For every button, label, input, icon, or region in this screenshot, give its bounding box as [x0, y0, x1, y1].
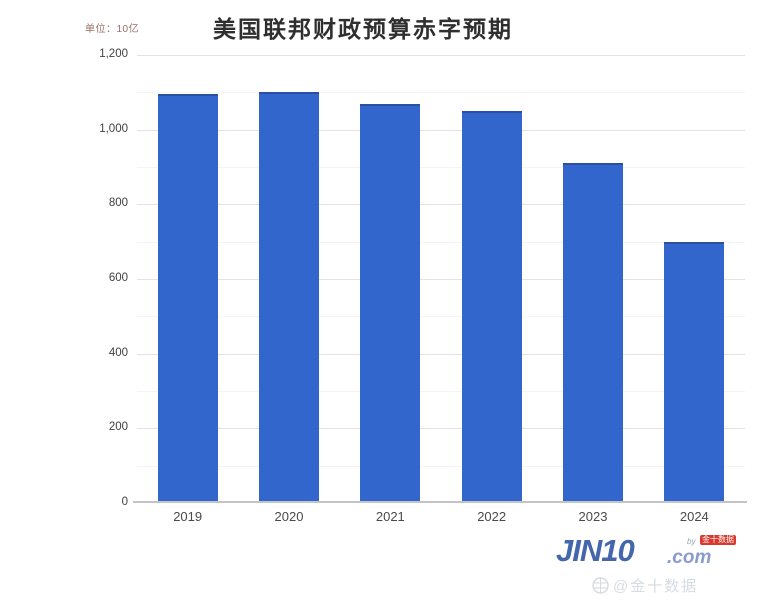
unit-label: 单位：10亿: [85, 24, 140, 35]
y-axis-tick-label: 800: [108, 197, 128, 210]
y-axis-tick-label: 200: [108, 421, 128, 434]
gridline-minor: [137, 92, 745, 94]
gridline-minor: [137, 241, 745, 243]
gridline-minor: [137, 391, 745, 392]
gridline-minor: [137, 316, 745, 318]
plot-area: [137, 55, 745, 503]
bar-2022: [461, 111, 522, 503]
y-axis-tick-label: 400: [108, 346, 128, 359]
gridline-minor: [137, 167, 745, 168]
x-axis-label-2023: 2023: [578, 509, 608, 524]
gridline-major: [137, 428, 745, 430]
x-axis-line: [133, 501, 747, 503]
bar-2023: [563, 163, 623, 503]
jin10-logo-suffix: .com: [667, 547, 712, 568]
x-axis-label-2022: 2022: [477, 509, 507, 524]
gridline-minor: [137, 465, 745, 467]
weibo-watermark: @金十数据: [592, 575, 698, 598]
y-axis-tick-label: 1,000: [99, 122, 128, 135]
weibo-globe-icon: [592, 577, 609, 598]
weibo-watermark-text: @金十数据: [613, 578, 699, 595]
x-axis-label-2020: 2020: [274, 509, 304, 524]
y-axis-tick-label: 1,200: [99, 48, 128, 60]
chart-title: 美国联邦财政预算赤字预期: [213, 16, 513, 42]
jin10-by-label: by: [687, 537, 696, 546]
gridline-major: [137, 55, 745, 56]
gridline-major: [137, 279, 745, 280]
bar-2021: [360, 103, 421, 503]
jin10-badge: 金十数据: [700, 535, 736, 545]
x-axis-label-2019: 2019: [173, 509, 203, 524]
y-axis-tick-label: 0: [121, 496, 128, 508]
jin10-logo-text: JIN10: [556, 533, 635, 568]
bar-2024: [664, 241, 725, 503]
x-axis-label-2021: 2021: [375, 509, 405, 524]
bar-2019: [157, 94, 218, 503]
jin10-watermark: JIN10 .com by 金十数据 @金十数据: [540, 533, 773, 600]
bar-2020: [259, 92, 319, 503]
x-axis-label-2024: 2024: [679, 509, 709, 524]
y-axis-tick-label: 600: [108, 272, 128, 284]
gridline-major: [137, 353, 745, 355]
gridline-major: [137, 204, 745, 206]
gridline-major: [137, 129, 745, 131]
